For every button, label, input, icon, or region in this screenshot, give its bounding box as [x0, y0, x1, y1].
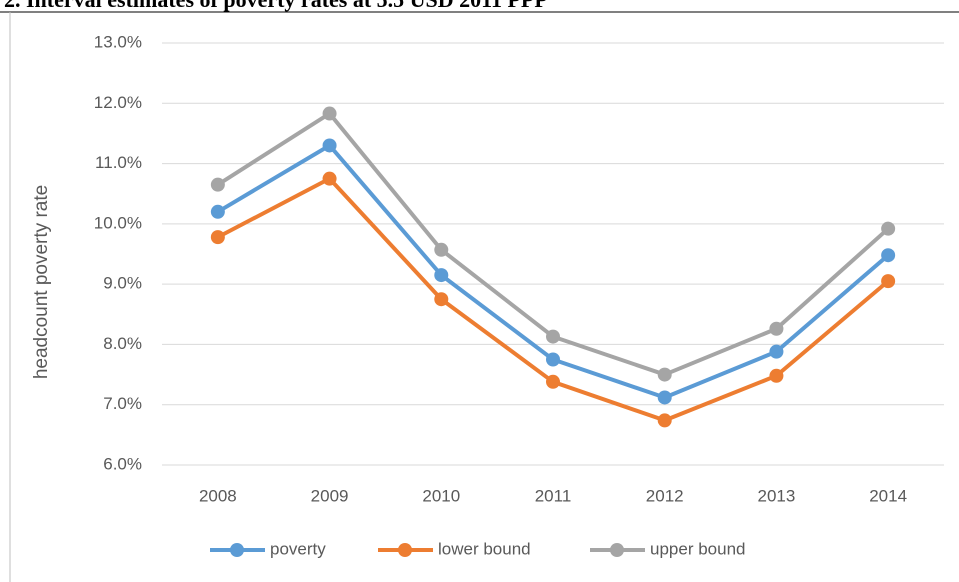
- x-tick-label: 2012: [646, 486, 684, 505]
- x-tick-label: 2013: [758, 486, 796, 505]
- data-point: [210, 230, 225, 245]
- x-tick-label: 2008: [199, 486, 237, 505]
- data-point: [769, 344, 784, 359]
- data-point: [881, 248, 896, 263]
- data-point: [881, 221, 896, 236]
- legend-label: poverty: [270, 539, 326, 558]
- y-tick-label: 7.0%: [103, 394, 142, 413]
- data-point: [769, 368, 784, 383]
- x-tick-label: 2011: [535, 486, 572, 505]
- data-point: [322, 171, 337, 186]
- data-point: [546, 352, 560, 367]
- legend-marker: [610, 543, 624, 557]
- y-tick-label: 10.0%: [94, 213, 142, 232]
- y-tick-label: 12.0%: [94, 93, 142, 112]
- legend-label: lower bound: [438, 539, 531, 558]
- y-tick-label: 9.0%: [103, 274, 142, 293]
- data-point: [546, 374, 560, 389]
- data-point: [434, 292, 449, 307]
- x-tick-label: 2009: [311, 486, 349, 505]
- legend-marker: [398, 543, 412, 557]
- y-axis-label: headcount poverty rate: [31, 185, 52, 379]
- chart-title: 2. Interval estimates of poverty rates a…: [4, 0, 548, 12]
- y-tick-label: 8.0%: [103, 334, 142, 353]
- legend-marker: [230, 543, 244, 557]
- data-point: [657, 413, 672, 428]
- data-point: [657, 390, 672, 405]
- data-point: [881, 274, 896, 289]
- data-point: [434, 242, 449, 257]
- y-tick-label: 11.0%: [95, 153, 142, 172]
- data-point: [434, 268, 449, 283]
- data-point: [546, 329, 560, 344]
- data-point: [210, 204, 225, 219]
- data-point: [210, 177, 225, 192]
- data-point: [657, 367, 672, 382]
- legend-label: upper bound: [650, 539, 745, 558]
- x-tick-label: 2010: [422, 486, 460, 505]
- x-tick-label: 2014: [869, 486, 907, 505]
- data-point: [769, 321, 784, 336]
- y-tick-label: 6.0%: [103, 454, 142, 473]
- data-point: [322, 138, 337, 153]
- data-point: [322, 106, 337, 121]
- y-tick-label: 13.0%: [94, 32, 142, 51]
